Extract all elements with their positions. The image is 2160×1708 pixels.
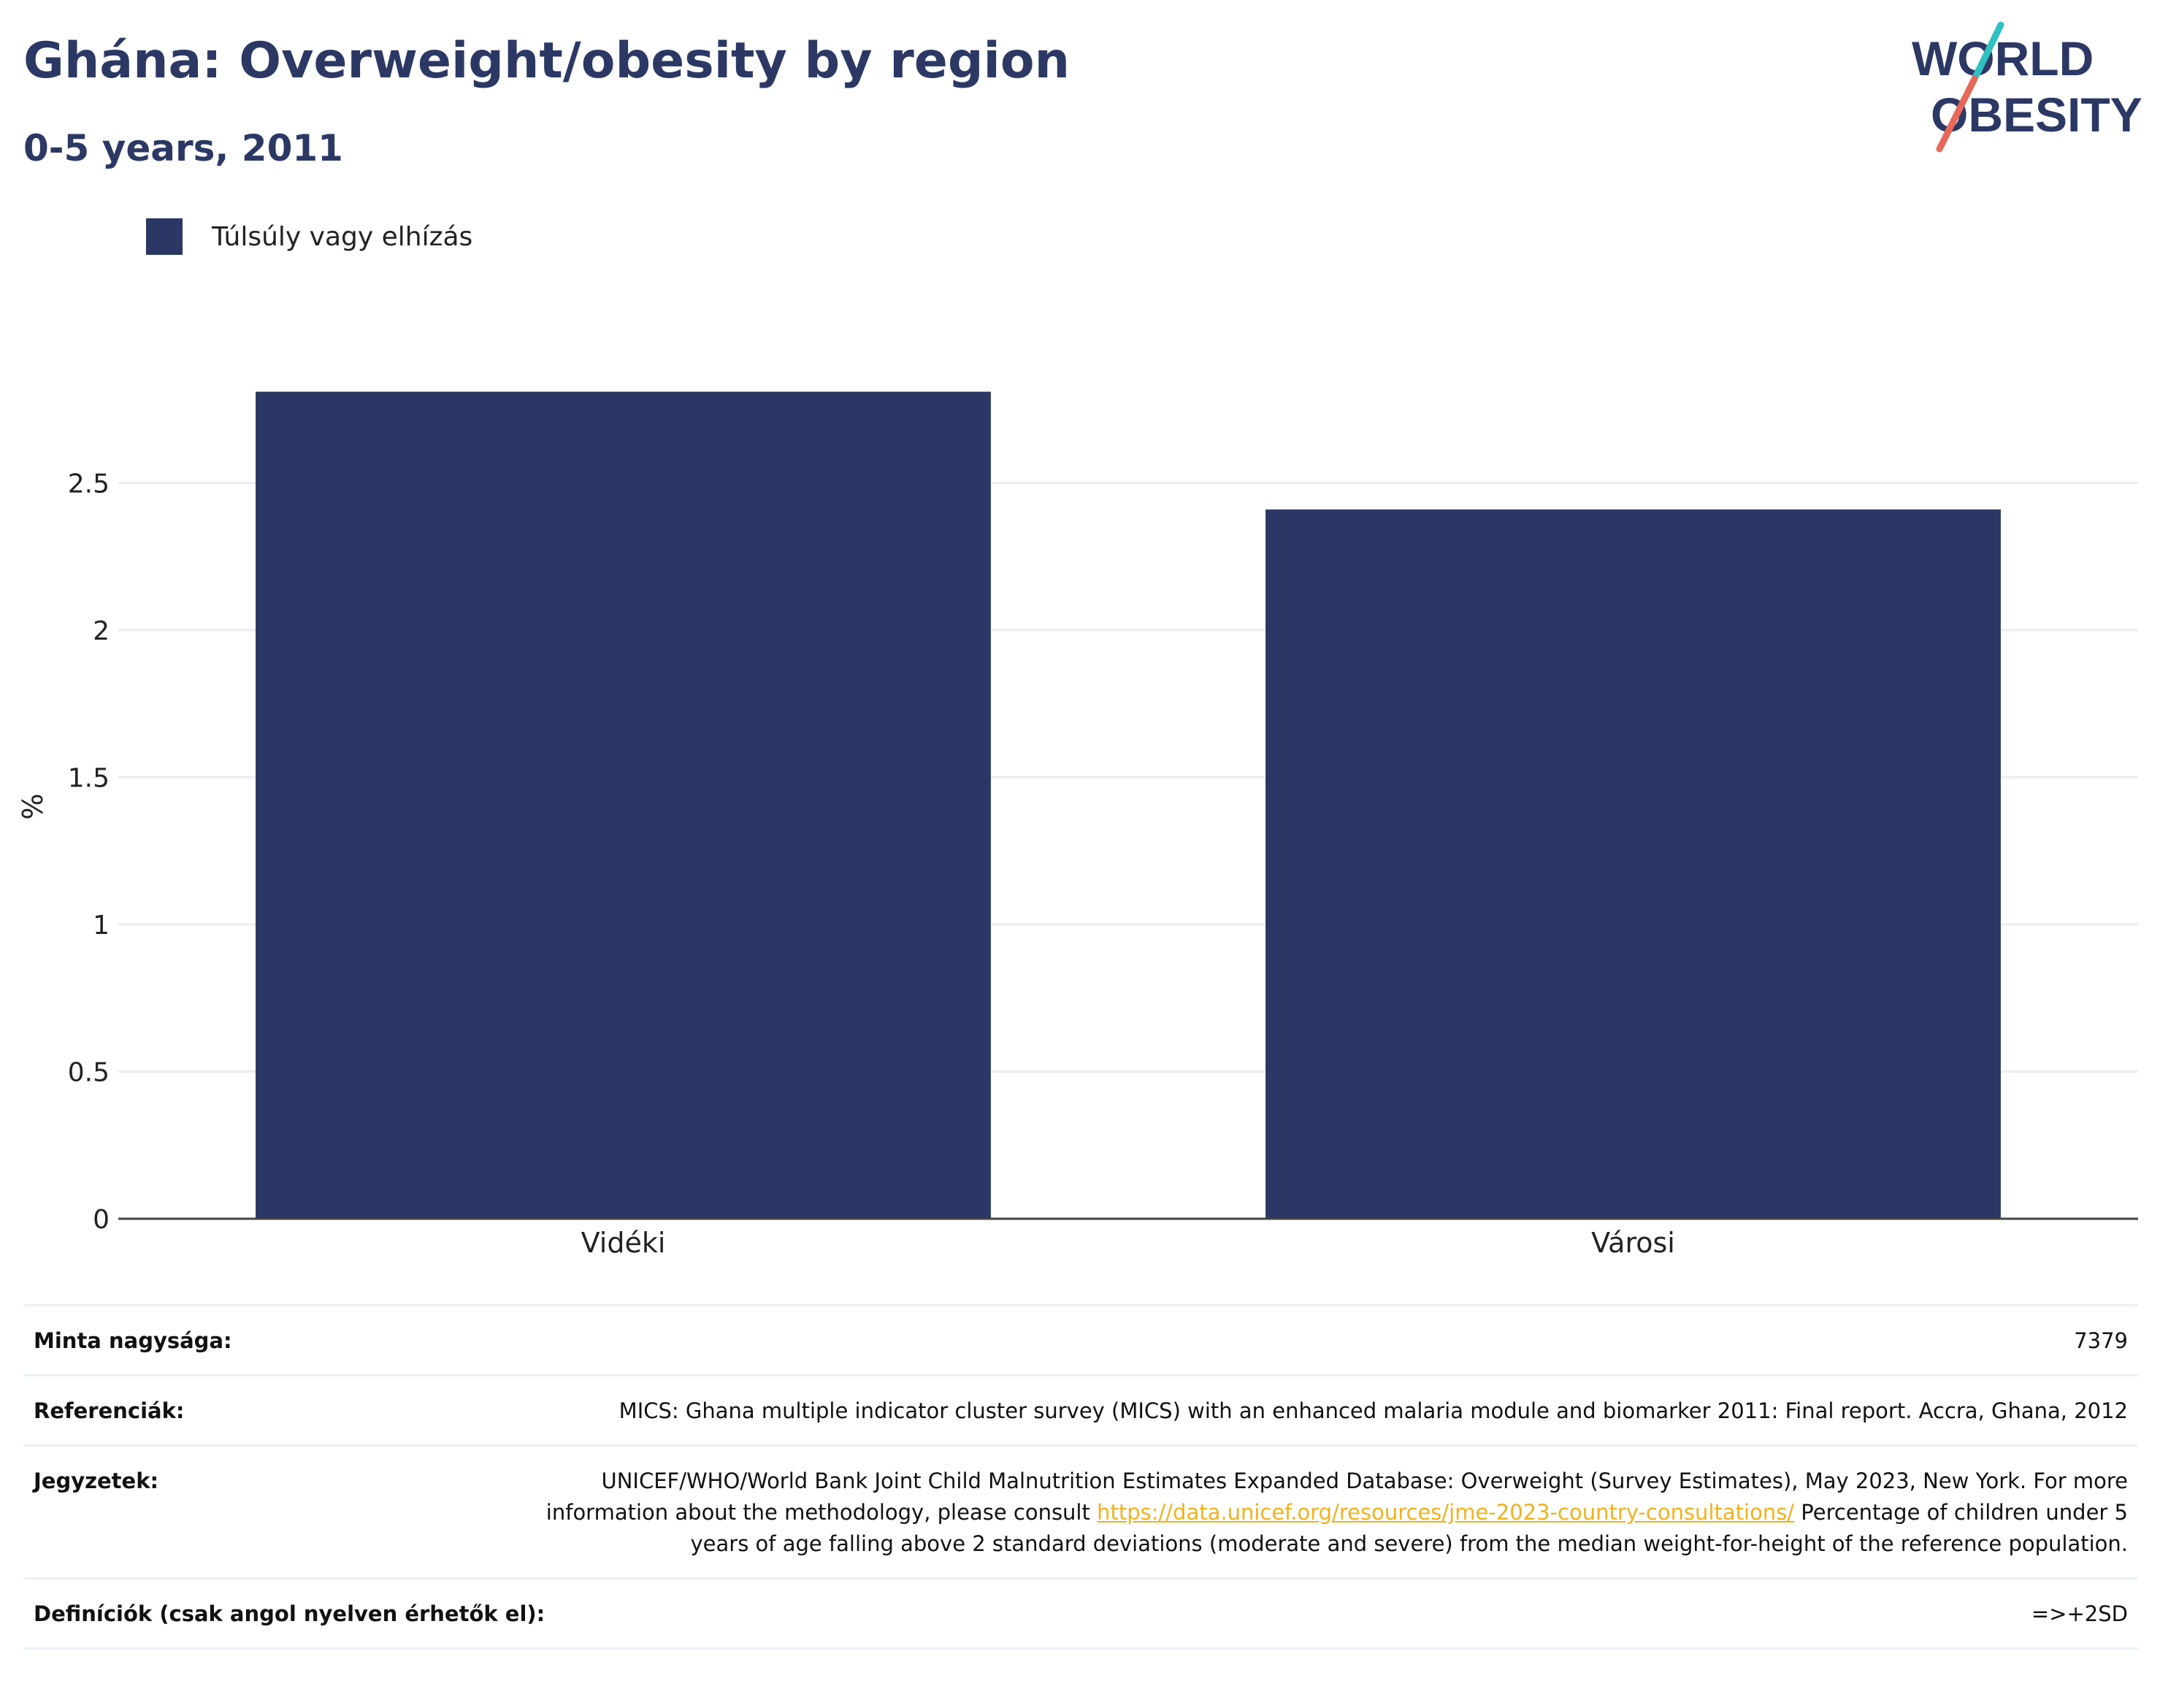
- world-obesity-logo: WORLD OBESITY: [1912, 21, 2142, 153]
- y-tick-label: 0.5: [68, 1057, 110, 1087]
- chart-title: Ghána: Overweight/obesity by region: [23, 32, 1070, 90]
- definitions-value: =>+2SD: [2031, 1601, 2128, 1626]
- chart-subtitle: 0-5 years, 2011: [23, 127, 343, 169]
- notes-value: UNICEF/WHO/World Bank Joint Child Malnut…: [492, 1466, 2128, 1560]
- chart-legend: Túlsúly vagy elhízás: [146, 216, 472, 257]
- logo-red-slash: [1936, 75, 1978, 153]
- x-tick-label: Városi: [1591, 1227, 1675, 1259]
- y-tick-label: 1.5: [68, 763, 110, 793]
- notes-row-references: Referenciák: MICS: Ghana multiple indica…: [23, 1376, 2138, 1447]
- y-tick-label: 2: [93, 616, 110, 646]
- notes-row-definitions: Definíciók (csak angol nyelven érhetők e…: [23, 1579, 2138, 1650]
- y-axis-label: %: [17, 793, 49, 819]
- logo-word-world: WORLD: [1912, 31, 2094, 85]
- y-tick-label: 1: [93, 911, 110, 941]
- notes-label: Jegyzetek:: [34, 1468, 159, 1493]
- references-value: MICS: Ghana multiple indicator cluster s…: [618, 1398, 2128, 1423]
- references-label: Referenciák:: [34, 1398, 185, 1423]
- bar-1: [256, 391, 991, 1219]
- sample-size-value: 7379: [2074, 1328, 2128, 1353]
- definitions-label: Definíciók (csak angol nyelven érhetők e…: [34, 1601, 545, 1626]
- y-tick-label: 0: [93, 1205, 110, 1235]
- notes-row-sample-size: Minta nagysága: 7379: [23, 1306, 2138, 1376]
- bar-2: [1265, 509, 2001, 1219]
- sample-size-label: Minta nagysága:: [34, 1328, 232, 1353]
- notes-table: Minta nagysága: 7379 Referenciák: MICS: …: [23, 1304, 2138, 1650]
- legend-swatch: [146, 218, 183, 255]
- notes-text-after: Percentage of children under 5 years of …: [690, 1500, 2128, 1556]
- bar-chart: 0 0.5 1 1.5 2 2.5 Vidéki Városi%: [17, 391, 2138, 1259]
- legend-label: Túlsúly vagy elhízás: [212, 221, 473, 252]
- logo-teal-slash: [1971, 21, 2004, 83]
- notes-text-before: UNICEF/WHO/World Bank Joint Child Malnut…: [545, 1468, 2128, 1525]
- x-tick-label: Vidéki: [581, 1227, 666, 1259]
- y-tick-label: 2.5: [68, 469, 110, 499]
- notes-row-notes: Jegyzetek: UNICEF/WHO/World Bank Joint C…: [23, 1447, 2138, 1579]
- methodology-link[interactable]: https://data.unicef.org/resources/jme-20…: [1097, 1500, 1795, 1525]
